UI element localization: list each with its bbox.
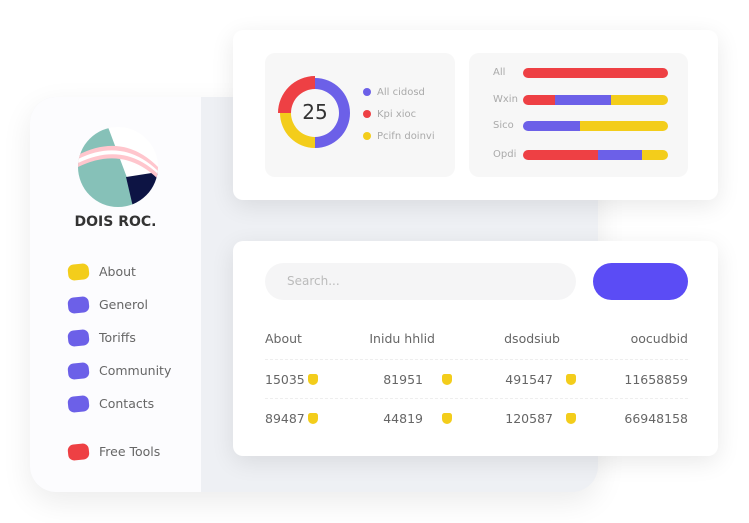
- sidebar-item-community[interactable]: Community: [67, 354, 172, 387]
- legend-item: Kpi xioc: [363, 103, 435, 125]
- avatar-image: [78, 127, 158, 207]
- table-row: 89487 44819 120587 66948158: [265, 399, 688, 438]
- sidebar-item-about[interactable]: About: [67, 255, 171, 288]
- bar-label: Wxin: [493, 94, 518, 105]
- sidebar-item-label: Contacts: [99, 396, 155, 411]
- stacked-bar: [523, 149, 668, 160]
- legend-label: Kpi xioc: [377, 108, 417, 120]
- nav-blob-icon: [67, 295, 90, 314]
- donut-segment: [280, 113, 315, 148]
- stats-card: 25 All cidosd Kpi xioc Pcifn doinvi All Wxi…: [233, 30, 718, 200]
- sidebar-item-label: Toriffs: [99, 330, 136, 345]
- table-cell: 120587: [505, 411, 553, 426]
- sidebar-item-free-tools[interactable]: Free Tools: [67, 435, 171, 468]
- sidebar-item-generol[interactable]: Generol: [67, 288, 171, 321]
- table-cell: 15035: [265, 372, 305, 387]
- bar-segment: [598, 149, 642, 160]
- legend-label: All cidosd: [377, 86, 425, 98]
- bar-segment: [523, 94, 555, 105]
- nav-blob-icon: [67, 394, 90, 413]
- nav-blob-icon: [67, 328, 90, 347]
- avatar: [78, 127, 158, 207]
- shield-icon: [442, 374, 452, 385]
- shield-icon: [566, 374, 576, 385]
- donut-chart: [278, 76, 350, 148]
- donut-value: 25: [302, 100, 328, 124]
- bar-label: Sico: [493, 120, 514, 131]
- table-cell: 11658859: [624, 372, 688, 387]
- nav-blob-icon: [67, 262, 90, 281]
- sidebar-item-label: Free Tools: [99, 444, 161, 459]
- bar-label: All: [493, 67, 506, 78]
- nav-blob-icon: [67, 442, 90, 461]
- sidebar-item-label: Generol: [99, 297, 148, 312]
- shield-icon: [566, 413, 576, 424]
- bar-row: Sico: [493, 120, 668, 131]
- table-cell: 81951: [383, 372, 423, 387]
- legend-dot-icon: [363, 132, 371, 140]
- column-header: About: [265, 331, 302, 346]
- shield-icon: [308, 374, 318, 385]
- bar-segment: [554, 94, 612, 105]
- search-input[interactable]: Search...: [265, 263, 576, 300]
- donut-panel: 25 All cidosd Kpi xioc Pcifn doinvi: [265, 53, 455, 177]
- donut-segment: [278, 76, 315, 113]
- stacked-bar: [523, 94, 668, 105]
- table-card: Search... About Inidu hhlid dsodsiub oocudb…: [233, 241, 718, 456]
- sidebar-nav: About Generol Toriffs Community Contacts Free…: [67, 255, 172, 468]
- bar-row: Wxin: [493, 94, 668, 105]
- shield-icon: [308, 413, 318, 424]
- legend-dot-icon: [363, 110, 371, 118]
- bars-panel: All Wxin Sico Opdi: [469, 53, 688, 177]
- column-header: dsodsiub: [504, 331, 560, 346]
- legend-label: Pcifn doinvi: [377, 130, 435, 142]
- bar-segment: [579, 120, 668, 131]
- profile-name: DOIS ROC.: [74, 214, 157, 230]
- donut-legend: All cidosd Kpi xioc Pcifn doinvi: [363, 81, 435, 147]
- nav-blob-icon: [67, 361, 90, 380]
- sidebar-item-toriffs[interactable]: Toriffs: [67, 321, 171, 354]
- sidebar-item-label: Community: [99, 363, 172, 378]
- sidebar: DOIS ROC. About Generol Toriffs Community Co…: [30, 97, 201, 492]
- bar-segment: [641, 149, 668, 160]
- table-row: 15035 81951 491547 11658859: [265, 360, 688, 399]
- column-header: oocudbid: [630, 331, 688, 346]
- stacked-bar: [523, 120, 668, 131]
- bar-row: All: [493, 67, 668, 78]
- stacked-bar: [523, 67, 668, 78]
- legend-dot-icon: [363, 88, 371, 96]
- table-cell: 89487: [265, 411, 305, 426]
- table-cell: 44819: [383, 411, 423, 426]
- column-header: Inidu hhlid: [369, 331, 435, 346]
- bar-label: Opdi: [493, 149, 517, 160]
- bar-row: Opdi: [493, 149, 668, 160]
- legend-item: Pcifn doinvi: [363, 125, 435, 147]
- bar-segment: [611, 94, 668, 105]
- donut-segment: [315, 78, 350, 148]
- table-cell: 66948158: [624, 411, 688, 426]
- search-button[interactable]: [593, 263, 688, 300]
- bar-segment: [523, 67, 668, 78]
- shield-icon: [442, 413, 452, 424]
- legend-item: All cidosd: [363, 81, 435, 103]
- table-header: About Inidu hhlid dsodsiub oocudbid: [265, 321, 688, 360]
- sidebar-item-contacts[interactable]: Contacts: [67, 387, 171, 420]
- sidebar-item-label: About: [99, 264, 136, 279]
- table-cell: 491547: [505, 372, 553, 387]
- bar-segment: [523, 120, 580, 131]
- bar-segment: [523, 149, 599, 160]
